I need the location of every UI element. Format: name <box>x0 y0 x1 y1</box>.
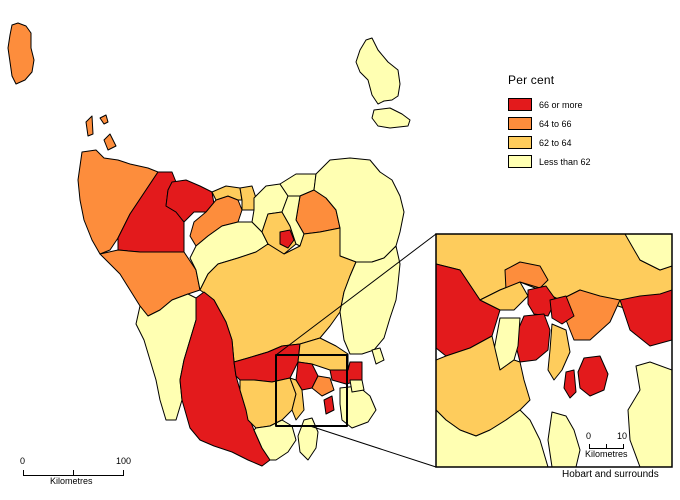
legend-swatch <box>508 117 532 130</box>
region-king-island <box>7 22 35 85</box>
legend-swatch <box>508 136 532 149</box>
region-cape-barren-island <box>371 107 411 129</box>
legend-swatch <box>508 155 532 168</box>
region-devonport-area <box>211 185 243 201</box>
scale-end: 10 <box>617 431 628 441</box>
legend-label: 66 or more <box>539 99 583 110</box>
inset-ne-lt62 <box>624 234 672 271</box>
scale-bar-inset: 0 10 Kilometres <box>582 431 642 467</box>
scale-unit: Kilometres <box>585 449 628 459</box>
inset-leader-line-top <box>275 233 437 356</box>
region-burnie-hinterland <box>165 179 215 223</box>
inset-caption: Hobart and surrounds <box>562 469 659 480</box>
region-south-west <box>179 291 271 467</box>
region-launceston-red <box>279 229 295 249</box>
inset-hobart-red-north <box>527 285 557 317</box>
legend-item-64-to-66: 64 to 66 <box>508 114 591 133</box>
inset-hobart-map <box>435 233 673 468</box>
region-kingborough <box>289 377 305 421</box>
legend-item-62-to-64: 62 to 64 <box>508 133 591 152</box>
region-tasman-peninsula <box>339 385 377 429</box>
region-nw-islet-2 <box>85 115 94 137</box>
inset-mid-lt62 <box>547 411 581 467</box>
legend: Per cent 66 or more 64 to 66 62 to 64 Le… <box>508 73 591 171</box>
inset-lauderdale-yellow <box>547 323 571 381</box>
scale-bar-main: 0 100 Kilometres <box>18 456 132 496</box>
region-forestier <box>349 379 365 393</box>
region-south-arm-red <box>323 395 335 415</box>
region-huon-valley <box>239 377 297 429</box>
scale-end: 100 <box>116 456 132 466</box>
region-nw-islet-1 <box>99 114 109 125</box>
legend-title: Per cent <box>508 73 555 87</box>
scale-bar-tick <box>73 470 74 476</box>
scale-bar-tick <box>606 444 607 449</box>
inset-leader-line-bottom <box>309 425 437 468</box>
legend-item-66-or-more: 66 or more <box>508 95 591 114</box>
scale-start: 0 <box>20 456 26 466</box>
scale-start: 0 <box>586 431 592 441</box>
inset-hobart-red-east <box>549 295 575 325</box>
inset-east-lt62 <box>627 361 672 467</box>
inset-frame <box>435 233 673 468</box>
inset-south-arm-red <box>577 355 609 397</box>
region-derwent-valley-red <box>233 343 301 383</box>
scale-unit: Kilometres <box>50 476 93 486</box>
inset-orange-cluster <box>559 289 621 341</box>
legend-label: 64 to 66 <box>539 118 572 129</box>
region-eastern-shore <box>311 375 335 397</box>
legend-label: 62 to 64 <box>539 137 572 148</box>
region-nw-islet-3 <box>103 133 117 151</box>
region-flinders-island <box>355 37 401 105</box>
region-far-south <box>253 419 297 461</box>
region-bruny-island <box>297 417 319 461</box>
region-maria-island <box>371 347 385 365</box>
inset-sw-lt62 <box>436 409 549 467</box>
legend-item-less-than-62: Less than 62 <box>508 152 591 171</box>
legend-label: Less than 62 <box>539 156 591 167</box>
inset-islet-red <box>563 369 577 399</box>
legend-swatch <box>508 98 532 111</box>
inset-east-red <box>619 289 672 347</box>
